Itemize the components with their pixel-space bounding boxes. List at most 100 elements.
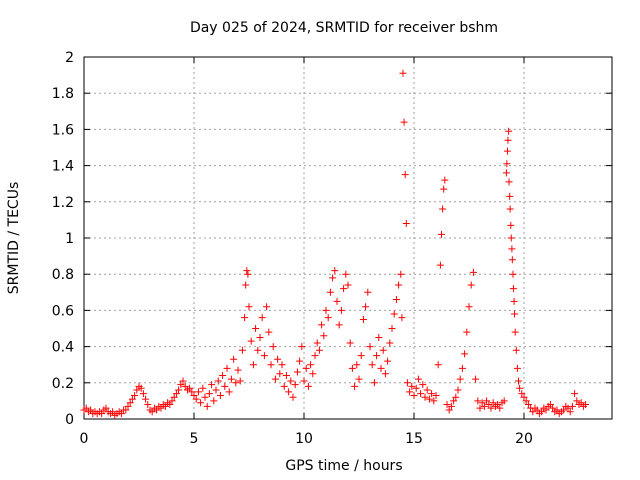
data-point [370,379,378,387]
data-point [458,364,466,372]
data-point [98,410,106,418]
data-point [474,397,482,405]
data-point [87,406,95,414]
data-point [571,390,579,398]
data-point [335,321,343,329]
data-point [181,382,189,390]
data-point [399,69,407,77]
data-point [419,381,427,389]
data-point [267,361,275,369]
data-point [503,160,511,168]
data-point [568,402,576,410]
data-point [311,352,319,360]
data-point [126,399,134,407]
data-point [476,404,484,412]
data-point [212,386,220,394]
x-tick-label: 5 [190,431,199,447]
data-point [366,343,374,351]
data-point [398,314,406,322]
data-point [214,377,222,385]
data-point [445,406,453,414]
data-point [438,230,445,238]
data-point [223,364,231,372]
y-tick-label: 0.4 [52,340,74,356]
axis-ticks [83,56,612,420]
data-point [362,303,370,311]
data-point [467,281,475,289]
data-point [512,346,520,354]
data-point [236,377,244,385]
data-point [506,192,514,200]
data-point [139,390,147,398]
data-point [342,270,350,278]
data-point [414,375,422,383]
data-point [353,361,361,369]
data-point [430,397,438,405]
data-point [203,402,211,410]
data-point [421,393,429,401]
data-point [298,343,306,351]
data-point [478,399,486,407]
data-point [161,402,169,410]
data-point [280,382,288,390]
data-point [377,364,385,372]
data-point [274,355,282,363]
data-point [175,386,183,394]
data-point [122,406,130,414]
data-point [340,285,348,293]
data-point [128,395,136,403]
data-point [124,402,132,410]
data-point [318,321,326,329]
x-tick-label: 0 [80,431,89,447]
data-point [582,401,590,409]
data-point [511,328,519,336]
y-tick-label: 0 [65,412,74,428]
data-point [245,303,253,311]
data-point [210,397,218,405]
data-point [520,393,528,401]
data-point [263,303,271,311]
data-point [82,404,90,412]
data-point [194,388,202,396]
data-point [208,381,216,389]
data-point [230,355,238,363]
data-point [469,268,477,276]
data-point [216,391,224,399]
data-point [302,364,310,372]
y-tick-label: 0.2 [52,376,74,392]
data-point [573,397,581,405]
data-point [542,406,550,414]
data-point [441,176,449,184]
data-point [489,399,497,407]
data-point [186,384,194,392]
data-point [505,127,513,135]
data-point [406,388,414,396]
data-point [359,315,367,323]
data-point [170,393,178,401]
data-point [483,397,491,405]
x-tick-label: 15 [405,431,423,447]
data-point [386,339,394,347]
data-point [348,364,356,372]
data-point [443,401,451,409]
data-point [133,386,141,394]
y-tick-label: 1 [65,231,74,247]
data-point [423,386,431,394]
chart-title: Day 025 of 2024, SRMTID for receiver bsh… [190,20,498,36]
data-point [410,391,418,399]
data-point [400,118,408,126]
x-tick-label: 20 [515,431,533,447]
data-point [331,267,339,275]
data-point [388,325,396,332]
data-point [529,408,537,416]
data-point [461,350,469,358]
x-tick-label: 10 [295,431,313,447]
data-point [364,288,372,296]
data-point [379,346,387,354]
data-point [300,377,308,385]
data-point [326,288,334,296]
data-point [504,136,512,144]
data-point [153,406,161,414]
data-point [533,406,541,414]
data-point [315,346,323,354]
